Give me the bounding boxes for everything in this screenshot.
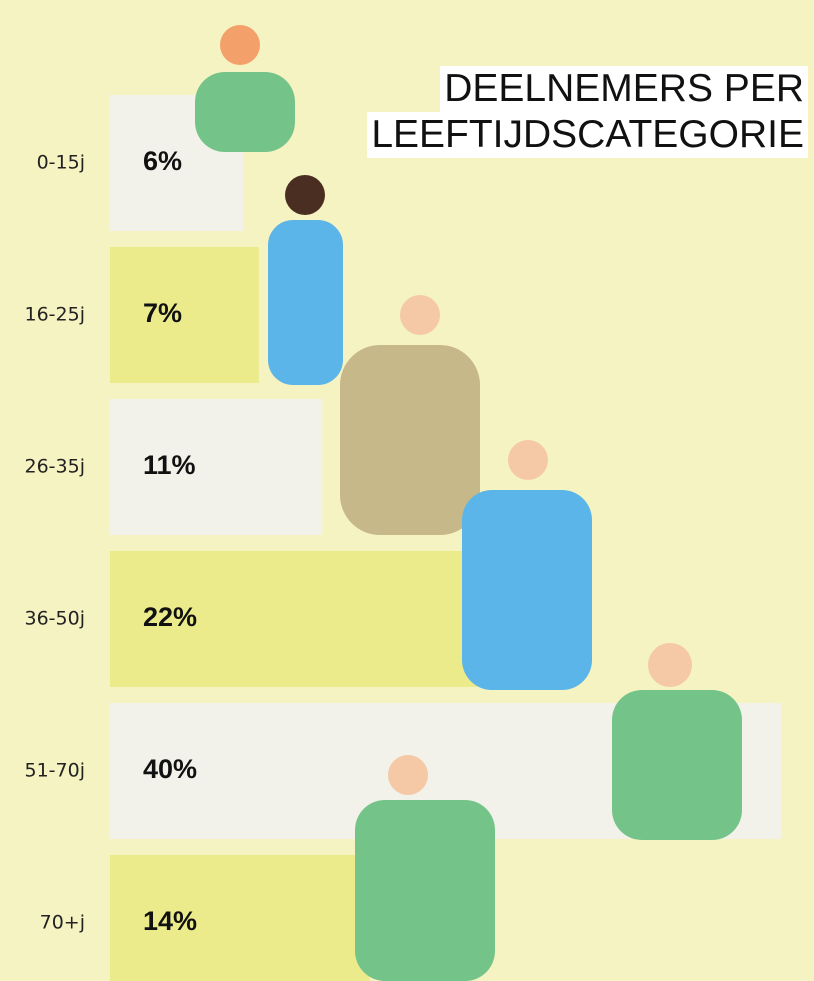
bar <box>110 399 322 535</box>
category-label: 26-35j <box>25 456 86 478</box>
value-label: 14% <box>143 906 197 936</box>
bar <box>110 247 259 383</box>
infographic: 0-15j 6% 16-25j 7% 26-35j 11% 36-50j 22% 51-70j 4… <box>0 0 814 981</box>
value-label: 7% <box>143 298 182 328</box>
category-label: 51-70j <box>25 760 86 782</box>
value-label: 11% <box>143 450 196 480</box>
value-label: 40% <box>143 754 197 784</box>
value-label: 22% <box>143 602 197 632</box>
value-label: 6% <box>143 146 182 176</box>
title-line: DEELNEMERS PER <box>440 66 808 112</box>
category-label: 70+j <box>40 912 85 934</box>
category-label: 36-50j <box>25 608 86 630</box>
category-label: 16-25j <box>25 304 86 326</box>
category-label: 0-15j <box>37 152 85 174</box>
title-line: LEEFTIJDSCATEGORIE <box>367 112 808 158</box>
